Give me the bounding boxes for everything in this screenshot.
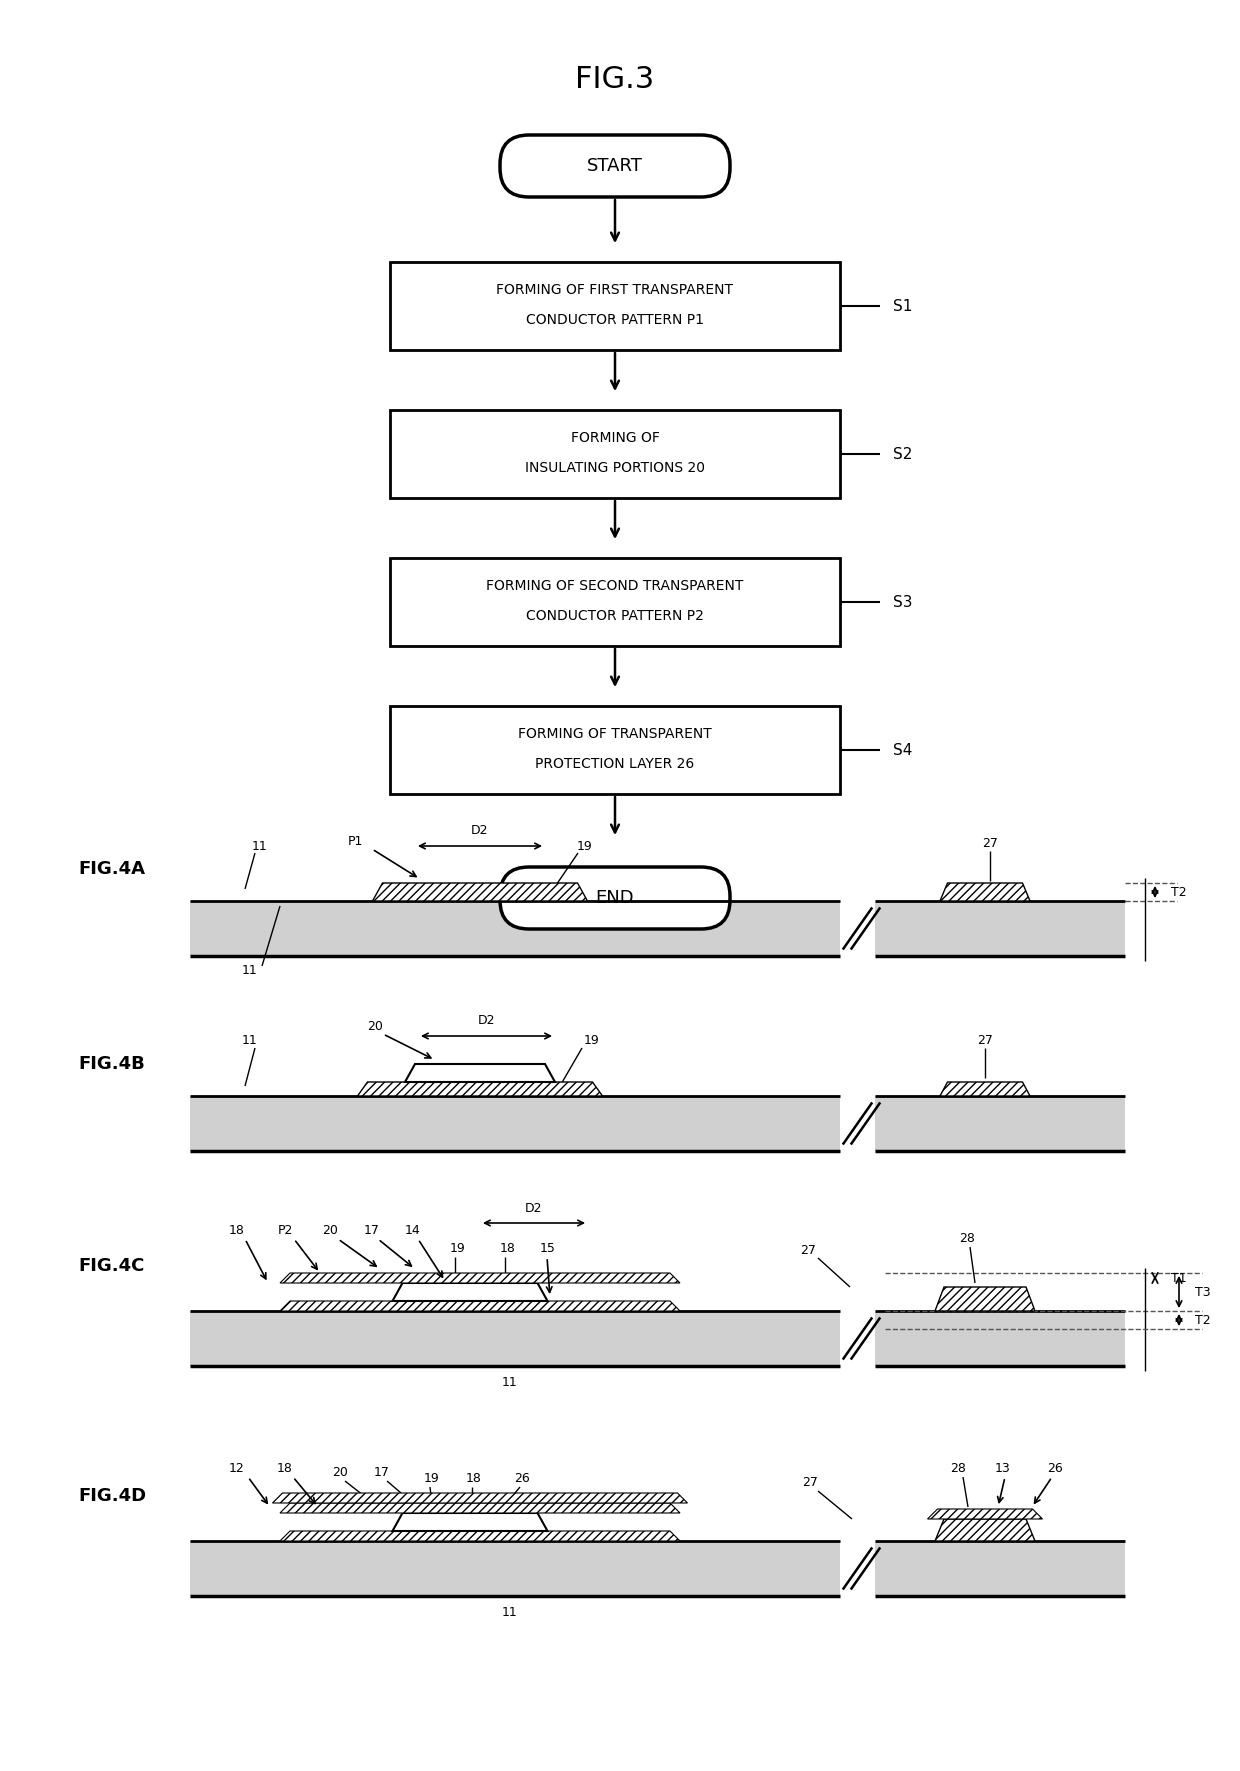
Text: PROTECTION LAYER 26: PROTECTION LAYER 26 bbox=[536, 756, 694, 770]
Text: D2: D2 bbox=[526, 1203, 543, 1215]
Text: 11: 11 bbox=[242, 963, 258, 976]
Polygon shape bbox=[280, 1530, 680, 1541]
Bar bbox=[190, 1541, 839, 1596]
Text: 18: 18 bbox=[229, 1224, 246, 1238]
Text: FIG.3: FIG.3 bbox=[575, 64, 655, 94]
Text: T3: T3 bbox=[1195, 1286, 1210, 1298]
Polygon shape bbox=[372, 884, 588, 901]
Text: S3: S3 bbox=[893, 595, 913, 609]
Text: 20: 20 bbox=[322, 1224, 339, 1238]
Text: 27: 27 bbox=[977, 1034, 993, 1047]
Text: 18: 18 bbox=[500, 1243, 516, 1256]
Bar bbox=[391, 707, 839, 793]
Text: FORMING OF SECOND TRANSPARENT: FORMING OF SECOND TRANSPARENT bbox=[486, 579, 744, 593]
Text: D2: D2 bbox=[477, 1013, 495, 1027]
Text: 19: 19 bbox=[450, 1243, 466, 1256]
Polygon shape bbox=[405, 1064, 556, 1082]
Text: END: END bbox=[595, 889, 635, 907]
Polygon shape bbox=[940, 884, 1030, 901]
Text: 11: 11 bbox=[242, 1034, 258, 1047]
Text: 14: 14 bbox=[405, 1224, 420, 1238]
Bar bbox=[875, 1311, 1125, 1365]
Text: 11: 11 bbox=[502, 1376, 518, 1388]
Text: 20: 20 bbox=[367, 1020, 383, 1032]
Text: START: START bbox=[587, 158, 642, 175]
Polygon shape bbox=[280, 1302, 680, 1311]
Bar bbox=[391, 411, 839, 498]
Bar bbox=[391, 558, 839, 646]
Text: 27: 27 bbox=[802, 1477, 818, 1489]
Text: P2: P2 bbox=[278, 1224, 293, 1238]
Bar bbox=[391, 262, 839, 351]
Bar bbox=[190, 901, 839, 956]
Text: 27: 27 bbox=[982, 836, 998, 850]
Text: FORMING OF FIRST TRANSPARENT: FORMING OF FIRST TRANSPARENT bbox=[496, 283, 734, 298]
Polygon shape bbox=[280, 1273, 680, 1282]
Polygon shape bbox=[393, 1512, 548, 1530]
Text: 28: 28 bbox=[959, 1233, 975, 1245]
Bar bbox=[190, 1096, 839, 1151]
Polygon shape bbox=[280, 1504, 680, 1512]
Text: 19: 19 bbox=[584, 1034, 600, 1047]
Text: FORMING OF: FORMING OF bbox=[570, 430, 660, 445]
Text: 28: 28 bbox=[950, 1463, 966, 1475]
Text: FORMING OF TRANSPARENT: FORMING OF TRANSPARENT bbox=[518, 728, 712, 740]
Text: T1: T1 bbox=[1171, 1272, 1187, 1284]
FancyBboxPatch shape bbox=[500, 135, 730, 197]
Text: D2: D2 bbox=[471, 824, 489, 836]
Text: T2: T2 bbox=[1195, 1314, 1210, 1326]
Text: S1: S1 bbox=[893, 299, 913, 313]
Text: FIG.4B: FIG.4B bbox=[78, 1056, 145, 1073]
Text: INSULATING PORTIONS 20: INSULATING PORTIONS 20 bbox=[525, 460, 706, 475]
Text: 19: 19 bbox=[577, 839, 593, 852]
Bar bbox=[190, 1311, 839, 1365]
Bar bbox=[875, 901, 1125, 956]
Text: 11: 11 bbox=[502, 1606, 518, 1619]
Text: 15: 15 bbox=[541, 1243, 556, 1256]
FancyBboxPatch shape bbox=[500, 868, 730, 930]
Text: 18: 18 bbox=[466, 1472, 482, 1486]
Text: P1: P1 bbox=[347, 834, 362, 848]
Text: 18: 18 bbox=[277, 1463, 293, 1475]
Text: FIG.4D: FIG.4D bbox=[78, 1488, 146, 1505]
Text: CONDUCTOR PATTERN P1: CONDUCTOR PATTERN P1 bbox=[526, 313, 704, 328]
Text: 20: 20 bbox=[332, 1466, 348, 1479]
Polygon shape bbox=[357, 1082, 603, 1096]
Polygon shape bbox=[928, 1509, 1043, 1520]
Text: 11: 11 bbox=[252, 839, 268, 852]
Bar bbox=[875, 1096, 1125, 1151]
Polygon shape bbox=[935, 1288, 1035, 1311]
Polygon shape bbox=[273, 1493, 687, 1504]
Bar bbox=[875, 1541, 1125, 1596]
Text: S2: S2 bbox=[893, 446, 913, 462]
Text: FIG.4A: FIG.4A bbox=[78, 861, 145, 878]
Text: 27: 27 bbox=[800, 1245, 816, 1257]
Text: 17: 17 bbox=[365, 1224, 379, 1238]
Text: 26: 26 bbox=[1047, 1463, 1063, 1475]
Text: 19: 19 bbox=[424, 1472, 440, 1486]
Text: 13: 13 bbox=[996, 1463, 1011, 1475]
Polygon shape bbox=[940, 1082, 1030, 1096]
Text: CONDUCTOR PATTERN P2: CONDUCTOR PATTERN P2 bbox=[526, 609, 704, 623]
Text: FIG.4C: FIG.4C bbox=[79, 1257, 145, 1275]
Text: 17: 17 bbox=[374, 1466, 389, 1479]
Polygon shape bbox=[935, 1520, 1035, 1541]
Polygon shape bbox=[393, 1282, 548, 1302]
Text: T2: T2 bbox=[1171, 886, 1187, 898]
Text: 12: 12 bbox=[229, 1463, 244, 1475]
Text: 26: 26 bbox=[515, 1472, 529, 1486]
Text: S4: S4 bbox=[893, 742, 913, 758]
